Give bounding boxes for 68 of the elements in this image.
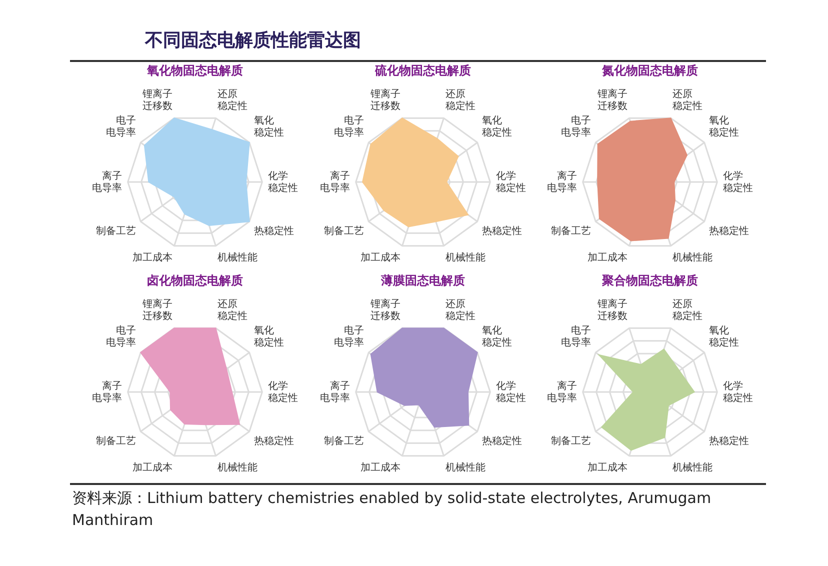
spoke-label: 氧化稳定性 [254, 324, 284, 349]
spoke-label: 氧化稳定性 [709, 114, 740, 139]
chart-title: 聚合物固态电解质 [601, 274, 698, 288]
text: 不同固态电解质性能雷达图 [145, 29, 361, 52]
spoke-label: 氧化稳定性 [254, 114, 284, 139]
spoke-label: 电子电导率 [334, 324, 364, 349]
spoke-label: 还原稳定性 [672, 88, 703, 112]
spoke-label: 制备工艺 [550, 434, 591, 447]
spoke-label: 电子电导率 [560, 114, 591, 139]
spoke-label: 化学稳定性 [496, 380, 526, 404]
spoke-label: 电子电导率 [560, 324, 591, 349]
spoke-label: 机械性能 [672, 251, 713, 264]
chart-title: 卤化物固态电解质 [147, 274, 243, 288]
spoke-label: 化学稳定性 [268, 170, 298, 194]
spoke-label: 热稳定性 [709, 434, 750, 447]
spoke-label: 制备工艺 [550, 224, 591, 237]
spoke-label: 加工成本 [132, 251, 172, 264]
spoke-label: 离子电导率 [546, 170, 577, 194]
spoke-label: 制备工艺 [324, 224, 364, 237]
spoke-label: 热稳定性 [709, 224, 750, 237]
spoke-label: 还原稳定性 [218, 298, 248, 322]
spoke-label: 热稳定性 [254, 224, 294, 237]
spoke-label: 氧化稳定性 [482, 114, 512, 139]
spoke-label: 锂离子迁移数 [596, 88, 628, 112]
spoke-label: 锂离子迁移数 [369, 298, 400, 322]
spoke-label: 离子电导率 [92, 380, 122, 404]
spoke-label: 锂离子迁移数 [369, 88, 400, 112]
spoke-label: 热稳定性 [254, 434, 294, 447]
spoke-label: 热稳定性 [482, 224, 522, 237]
spoke-label: 制备工艺 [96, 224, 136, 237]
spoke-label: 加工成本 [132, 461, 172, 474]
spoke-label: 制备工艺 [96, 434, 136, 447]
spoke-label: 离子电导率 [320, 380, 350, 404]
chart-title: 氮化物固态电解质 [601, 64, 698, 78]
spoke-label: 机械性能 [446, 251, 486, 264]
spoke-label: 还原稳定性 [446, 298, 476, 322]
spoke-label: 化学稳定性 [723, 170, 754, 194]
chart-title: 薄膜固态电解质 [380, 274, 465, 288]
chart-title: 硫化物固态电解质 [374, 64, 471, 78]
spoke-label: 化学稳定性 [496, 170, 526, 194]
spoke-label: 加工成本 [360, 251, 400, 264]
spoke-label: 电子电导率 [334, 114, 364, 139]
spoke-label: 加工成本 [360, 461, 400, 474]
text: 资料来源：Lithium battery chemistries enabled by solid-state electrolytes, Arumugam Manthiram [72, 488, 712, 531]
spoke-label: 氧化稳定性 [482, 324, 512, 349]
spoke-label: 电子电导率 [106, 114, 136, 139]
spoke-label: 化学稳定性 [268, 380, 298, 404]
spoke-label: 机械性能 [218, 461, 258, 474]
spoke-label: 制备工艺 [324, 434, 364, 447]
spoke-label: 氧化稳定性 [709, 324, 740, 349]
spoke-label: 还原稳定性 [446, 88, 476, 112]
spoke-label: 离子电导率 [546, 380, 577, 404]
spoke-label: 机械性能 [446, 461, 486, 474]
spoke-label: 锂离子迁移数 [596, 298, 628, 322]
spoke-label: 机械性能 [218, 251, 258, 264]
spoke-label: 还原稳定性 [672, 298, 703, 322]
spoke-label: 热稳定性 [482, 434, 522, 447]
chart-title: 氧化物固态电解质 [146, 64, 243, 78]
spoke-label: 锂离子迁移数 [141, 88, 172, 112]
spoke-label: 离子电导率 [320, 170, 350, 194]
spoke-label: 电子电导率 [106, 324, 136, 349]
spoke-label: 离子电导率 [92, 170, 122, 194]
spoke-label: 还原稳定性 [218, 88, 248, 112]
spoke-label: 加工成本 [587, 251, 628, 264]
spoke-label: 化学稳定性 [723, 380, 754, 404]
spoke-label: 加工成本 [587, 461, 628, 474]
spoke-label: 锂离子迁移数 [141, 298, 172, 322]
spoke-label: 机械性能 [672, 461, 713, 474]
